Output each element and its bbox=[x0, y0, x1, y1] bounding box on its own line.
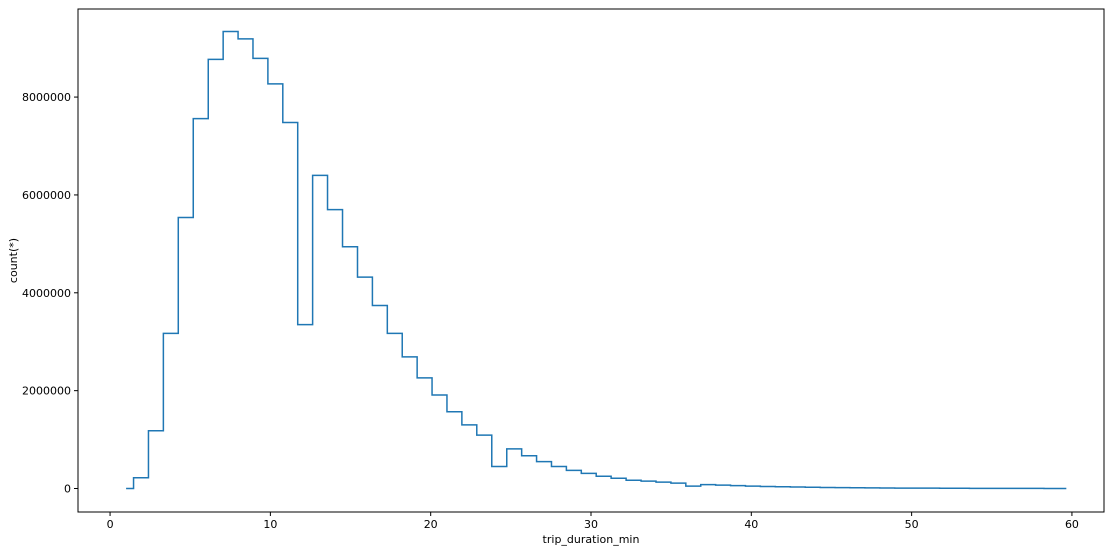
y-tick-label: 6000000 bbox=[22, 189, 71, 202]
y-tick-label: 2000000 bbox=[22, 385, 71, 398]
axes-frame bbox=[77, 8, 1105, 513]
x-tick-label: 40 bbox=[744, 518, 758, 531]
y-tick-label: 0 bbox=[64, 483, 71, 496]
x-axis: 0 10 20 30 40 50 60 bbox=[107, 512, 1079, 531]
x-tick-label: 10 bbox=[263, 518, 277, 531]
x-tick-label: 20 bbox=[424, 518, 438, 531]
y-axis-label: count(*) bbox=[7, 238, 20, 283]
x-tick-label: 0 bbox=[107, 518, 114, 531]
x-tick-label: 50 bbox=[905, 518, 919, 531]
series-line bbox=[126, 30, 1067, 490]
y-tick-label: 4000000 bbox=[22, 287, 71, 300]
x-axis-label: trip_duration_min bbox=[543, 533, 640, 546]
x-tick-label: 60 bbox=[1065, 518, 1079, 531]
x-tick-label: 30 bbox=[584, 518, 598, 531]
y-axis: 0 2000000 4000000 6000000 8000000 bbox=[22, 91, 78, 496]
y-tick-label: 8000000 bbox=[22, 91, 71, 104]
plot-area bbox=[126, 30, 1067, 490]
